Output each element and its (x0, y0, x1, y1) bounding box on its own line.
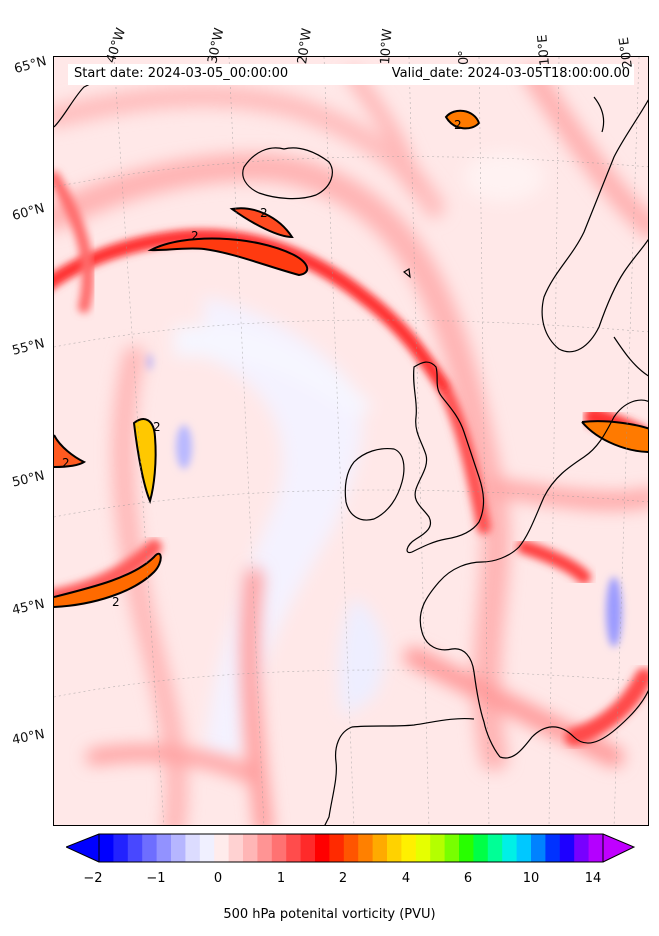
latitude-label: 55°N (10, 336, 47, 359)
colorbar-swatch (113, 834, 129, 862)
valid-date-label: Valid_date: 2024-03-05T18:00:00.00 (391, 66, 630, 81)
latitude-label: 40°N (10, 727, 46, 748)
coastlines (54, 74, 648, 825)
longitude-label: 20°E (616, 36, 636, 70)
longitude-label: 10°E (535, 33, 553, 67)
colorbar-swatch (171, 834, 186, 862)
latitude-label: 65°N (12, 54, 49, 77)
colorbar-swatch (415, 834, 431, 862)
colorbar-tick-label: 2 (338, 871, 348, 886)
colorbar-swatch (516, 834, 532, 862)
iberia-coast (324, 717, 475, 825)
contour-label: 2 (62, 456, 70, 470)
colorbar-swatch (372, 834, 388, 862)
great-britain-coast (406, 361, 485, 554)
colorbar-tick-label: 10 (522, 871, 540, 886)
colorbar-swatch (185, 834, 201, 862)
iceland-coast (242, 147, 333, 200)
colorbar-swatch (243, 834, 258, 862)
colorbar-tick-label: 0 (213, 871, 223, 886)
colorbar-swatch (343, 834, 359, 862)
negative-pv-patches (145, 354, 622, 647)
longitude-label: 10°W (378, 28, 396, 65)
colorbar-swatch (559, 834, 575, 862)
moderate-pv-streaks (54, 66, 648, 825)
colorbar-swatch (286, 834, 302, 862)
colorbar-swatch (199, 834, 215, 862)
colorbar-tick-label: −2 (83, 871, 103, 886)
colorbar-swatch (487, 834, 503, 862)
colorbar-swatch (473, 834, 489, 862)
colorbar-swatch (387, 834, 402, 862)
colorbar-swatch (127, 834, 143, 862)
colorbar-tick-label: 1 (276, 871, 286, 886)
colorbar-swatch (588, 834, 604, 862)
colorbar-swatch (315, 834, 330, 862)
colorbar-frame (98, 833, 604, 863)
colorbar-swatch (444, 834, 460, 862)
map-panel: 2 2 2 2 2 2 (53, 56, 649, 826)
latitude-label: 50°N (10, 468, 47, 491)
colorbar-tick-label: 4 (401, 871, 411, 886)
graticule (54, 57, 648, 825)
colorbar-swatch (257, 834, 273, 862)
colorbar-swatch (329, 834, 345, 862)
colorbar-min-arrow (66, 834, 99, 862)
colorbar-max-arrow (603, 834, 634, 862)
scandinavia-coast (541, 99, 648, 353)
contour-label: 2 (153, 420, 161, 434)
longitude-label: 0° (457, 50, 472, 65)
contour-labels: 2 2 2 2 2 2 (62, 118, 462, 609)
colorbar-swatch (358, 834, 374, 862)
latitude-label: 45°N (10, 596, 46, 619)
contour-label: 2 (112, 595, 120, 609)
europe-coast (419, 399, 648, 758)
colorbar-title: 500 hPa potenital vorticity (PVU) (223, 907, 436, 922)
date-header-bar (68, 64, 634, 85)
colorbar-swatch (545, 834, 561, 862)
latitude-label: 60°N (10, 201, 47, 224)
colorbar-swatch (300, 834, 316, 862)
colorbar-swatch (574, 834, 590, 862)
start-date-label: Start date: 2024-03-05_00:00:00 (74, 66, 289, 81)
colorbar-tick-label: 6 (463, 871, 473, 886)
colorbar-swatch (142, 834, 158, 862)
colorbar-swatch (99, 834, 114, 862)
colorbar-swatch (430, 834, 446, 862)
colorbar-swatch (531, 834, 546, 862)
colorbar-swatch (502, 834, 518, 862)
colorbar-swatch (156, 834, 172, 862)
contour-label: 2 (260, 206, 268, 220)
colorbar-swatch (228, 834, 244, 862)
contour-label: 2 (454, 118, 462, 132)
colorbar-swatch (214, 834, 230, 862)
colorbar-swatch (271, 834, 287, 862)
strong-pv-band (54, 171, 648, 746)
ireland-coast (344, 447, 405, 521)
colorbar-swatches (99, 834, 604, 862)
colorbar-tick-label: 14 (584, 871, 602, 886)
colorbar-tick-label: −1 (146, 871, 166, 886)
colorbar (66, 833, 636, 863)
colorbar-swatch (401, 834, 417, 862)
pv-field-map: 2 2 2 2 2 2 (54, 57, 648, 825)
colorbar-swatch (459, 834, 474, 862)
contour-label: 2 (191, 229, 199, 243)
